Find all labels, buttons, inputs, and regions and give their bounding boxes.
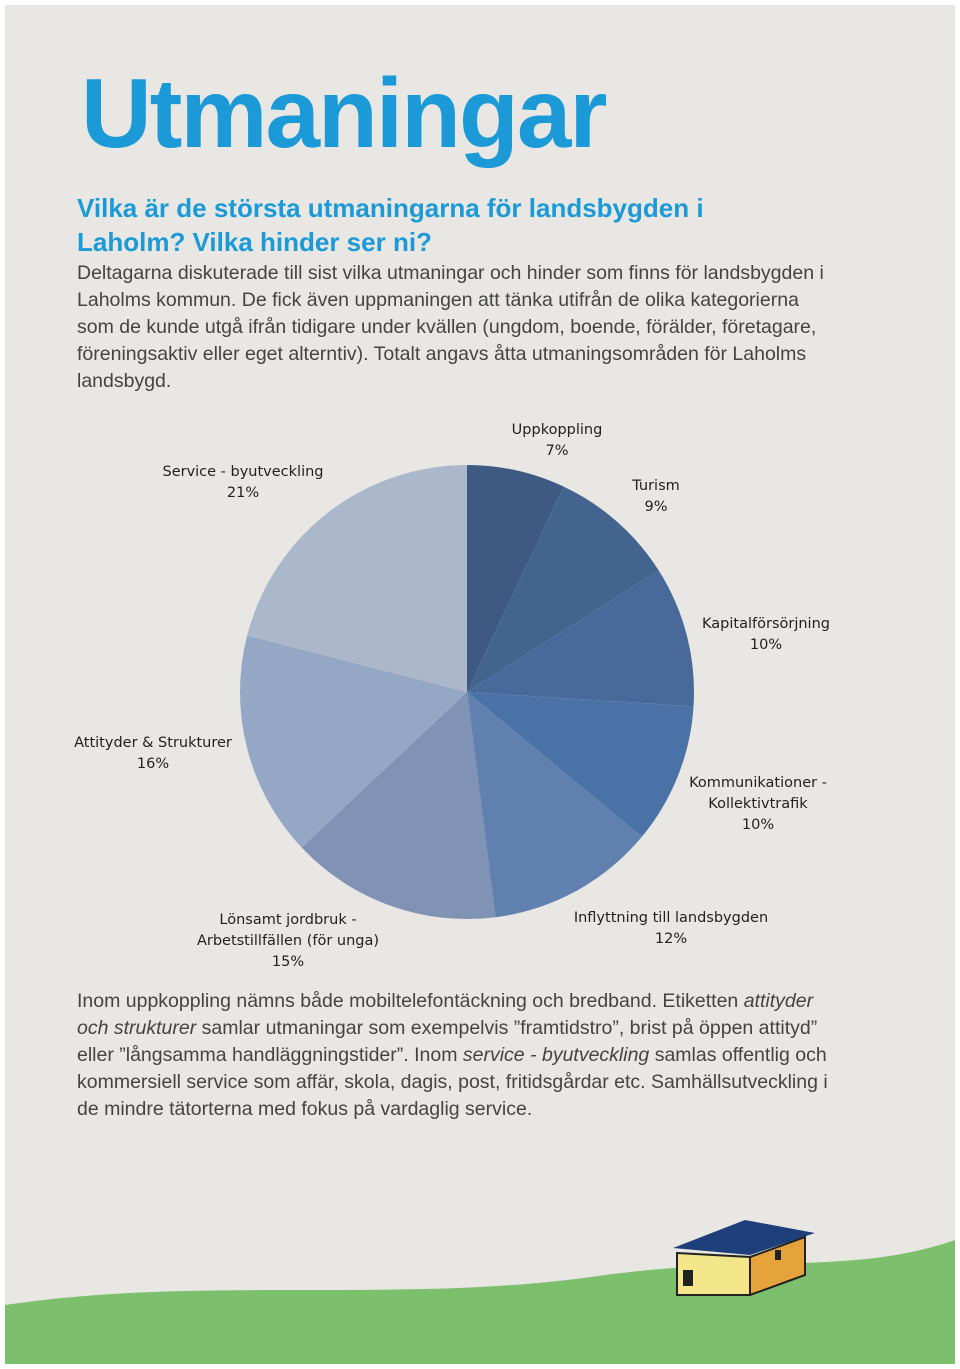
slice-name: Uppkoppling (511, 422, 603, 438)
closing-text: samlar utmaningar som exempelvis ”framti… (77, 1017, 818, 1066)
window (775, 1250, 781, 1260)
slice-percent: 10% (741, 817, 775, 833)
pie-slice (467, 692, 642, 918)
closing-italic: service - byutveckling (462, 1044, 650, 1066)
intro: Deltagarna diskuterade till sist vilka u… (77, 262, 824, 392)
slice-percent: 9% (644, 499, 668, 515)
closing-italic: attityder och strukturer (77, 990, 814, 1039)
roof (673, 1220, 815, 1255)
pie-slice (467, 486, 659, 692)
slice-percent: 7% (545, 443, 569, 459)
slice-percent: 10% (749, 637, 783, 653)
hill (5, 1240, 955, 1364)
slice-name: Attityder & Strukturer (74, 735, 232, 751)
chart (5, 465, 955, 1364)
slice-percent: 21% (226, 485, 260, 501)
house-side (749, 1235, 806, 1297)
pie-slice (467, 692, 694, 837)
slice-label: Kommunikationer - Kollektivtrafik 10% (683, 773, 833, 836)
slice-percent: 15% (271, 954, 305, 970)
pie-slice (467, 570, 694, 707)
door (683, 1270, 693, 1286)
slice-name: Turism (632, 478, 680, 494)
slice-label: Attityder & Strukturer 16% (74, 733, 232, 775)
slice-percent: 12% (654, 931, 688, 947)
slice-label: Turism 9% (632, 476, 680, 518)
slice-label: Inflyttning till landsbygden 12% (574, 908, 768, 950)
slice-name: Kapitalförsörjning (702, 616, 830, 632)
slice-name: Service - byutveckling (162, 464, 324, 480)
slice-name: Kommunikationer - Kollektivtrafik (689, 775, 827, 812)
slice-label: Kapitalförsörjning 10% (702, 614, 830, 656)
question: Vilka är de största utmaningarna för lan… (77, 193, 704, 257)
slice-percent: 16% (136, 756, 170, 772)
page: Utmaningar Vilka är de största utmaninga… (5, 5, 955, 1364)
pie-slice (467, 465, 564, 692)
pie-slice (247, 465, 467, 692)
pie-slice (240, 635, 467, 848)
slice-label: Uppkoppling 7% (512, 420, 603, 462)
closing-text: Inom uppkoppling nämns både mobiltelefon… (77, 990, 744, 1012)
slice-label: Lönsamt jordbruk - Arbetstillfällen (för… (193, 910, 383, 973)
pie-slice (301, 692, 496, 919)
slice-label: Service - byutveckling 21% (162, 462, 323, 504)
slice-name: Lönsamt jordbruk - Arbetstillfällen (för… (196, 912, 380, 949)
title: Utmaningar (81, 58, 608, 168)
closing-text: samlas offentlig och kommersiell service… (77, 1044, 828, 1120)
closing: Inom uppkoppling nämns både mobiltelefon… (77, 988, 837, 1123)
slice-name: Inflyttning till landsbygden (573, 910, 769, 926)
